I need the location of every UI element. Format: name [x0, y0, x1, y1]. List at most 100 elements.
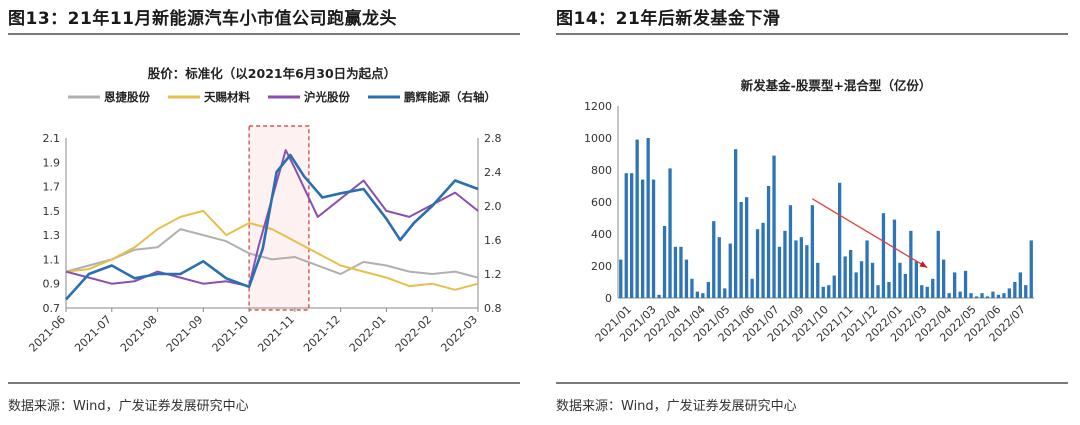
left-y-tick-0: 0.7 — [43, 302, 61, 315]
x-tick-0: 2021-06 — [26, 313, 68, 355]
bar-9 — [668, 168, 672, 298]
bar-33 — [799, 237, 803, 298]
legend-label-3: 鹏辉能源（右轴） — [404, 90, 496, 104]
bar-14 — [695, 291, 699, 298]
legend-label-1: 天赐材料 — [204, 90, 250, 104]
right-bottom-rule — [556, 382, 1068, 384]
series-line-3 — [65, 153, 479, 301]
bar-74 — [1024, 285, 1028, 298]
legend-label-0: 恩捷股份 — [104, 90, 150, 104]
x-tick-1: 2021-07 — [72, 313, 114, 355]
bar-45 — [865, 240, 869, 298]
y-tick-6: 1200 — [584, 100, 612, 113]
left-y-tick-1: 0.9 — [43, 278, 61, 291]
bar-69 — [996, 294, 1001, 298]
bar-39 — [832, 275, 836, 298]
left-y-tick-3: 1.3 — [43, 229, 61, 242]
bar-8 — [662, 226, 667, 298]
bar-61 — [953, 272, 957, 298]
bar-16 — [706, 282, 710, 298]
bar-40 — [838, 182, 842, 298]
right-figure: 图14：21年后新发基金下滑 新发基金-股票型+混合型（亿份） 0 200 400 60… — [556, 0, 1076, 425]
right-source-note: 数据来源：Wind，广发证券发展研究中心 — [556, 399, 797, 414]
trend-arrow-line — [811, 198, 928, 269]
bar-65 — [974, 296, 979, 298]
bar-54 — [914, 261, 918, 298]
bar-50 — [892, 219, 897, 298]
left-figure: 图13：21年11月新能源汽车小市值公司跑赢龙头 股价：标准化（以2021年6月… — [8, 0, 528, 425]
bar-51 — [898, 262, 902, 298]
x-tick-3: 2021-09 — [164, 313, 206, 355]
bar-47 — [876, 285, 880, 298]
bar-2 — [630, 173, 634, 298]
chart-title: 股价：标准化（以2021年6月30日为起点） — [148, 66, 396, 81]
bar-5 — [646, 138, 650, 298]
bar-71 — [1007, 288, 1011, 298]
bar-25 — [755, 229, 760, 298]
right-y-tick-3: 2.0 — [484, 200, 502, 213]
bar-31 — [788, 205, 793, 298]
bar-48 — [881, 213, 886, 298]
bar-0 — [619, 259, 623, 298]
x-tick-9: 2022-03 — [438, 313, 480, 355]
bar-53 — [909, 230, 913, 298]
bar-35 — [810, 205, 814, 298]
highlight-box — [248, 125, 310, 311]
bar-4 — [641, 179, 645, 298]
bar-60 — [947, 293, 951, 298]
bar-6 — [651, 179, 656, 298]
bar-56 — [925, 286, 929, 298]
x-tick-6: 2021-12 — [301, 313, 343, 355]
bar-75 — [1029, 240, 1033, 298]
bar-1 — [624, 173, 628, 298]
bar-22 — [739, 202, 743, 298]
right-y-tick-4: 2.4 — [484, 166, 502, 179]
bar-37 — [821, 286, 825, 298]
bar-15 — [701, 293, 705, 298]
left-title-rule — [8, 33, 520, 35]
bar-26 — [761, 222, 765, 298]
left-source-note: 数据来源：Wind，广发证券发展研究中心 — [8, 399, 249, 414]
right-figure-title: 图14：21年后新发基金下滑 — [556, 9, 781, 29]
bar-46 — [870, 262, 875, 298]
bar-42 — [849, 250, 853, 298]
bar-23 — [745, 197, 749, 298]
right-y-tick-2: 1.6 — [484, 234, 502, 247]
bar-21 — [734, 149, 738, 298]
right-title-rule — [556, 33, 1068, 35]
bar-3 — [635, 139, 639, 298]
trend-arrow-head — [919, 261, 928, 268]
bar-49 — [887, 282, 891, 298]
y-tick-5: 1000 — [584, 132, 612, 145]
bar-52 — [903, 274, 907, 298]
bar-72 — [1013, 282, 1017, 298]
bar-57 — [931, 278, 935, 298]
chart-title: 新发基金-股票型+混合型（亿份） — [741, 78, 932, 93]
y-tick-1: 200 — [591, 260, 612, 273]
bar-44 — [859, 261, 864, 298]
bar-29 — [777, 246, 782, 298]
left-bottom-rule — [8, 382, 520, 384]
y-tick-2: 400 — [591, 228, 612, 241]
y-tick-0: 0 — [605, 292, 612, 305]
bar-20 — [728, 243, 732, 298]
left-y-tick-4: 1.5 — [43, 205, 61, 218]
bar-43 — [854, 272, 858, 298]
bar-10 — [673, 246, 678, 298]
bar-70 — [1002, 293, 1006, 298]
series-line-0 — [65, 228, 479, 279]
bar-67 — [985, 296, 990, 298]
bar-7 — [657, 294, 661, 298]
x-tick-5: 2021-11 — [255, 313, 297, 355]
bar-64 — [969, 293, 973, 298]
bar-28 — [772, 155, 776, 298]
bar-13 — [690, 278, 694, 298]
bar-24 — [750, 278, 754, 298]
bar-38 — [827, 285, 831, 298]
bar-12 — [684, 259, 689, 298]
bar-11 — [679, 246, 683, 298]
bar-27 — [766, 186, 771, 298]
y-tick-4: 800 — [591, 164, 612, 177]
x-tick-4: 2021-10 — [210, 313, 252, 355]
bar-66 — [980, 293, 984, 298]
